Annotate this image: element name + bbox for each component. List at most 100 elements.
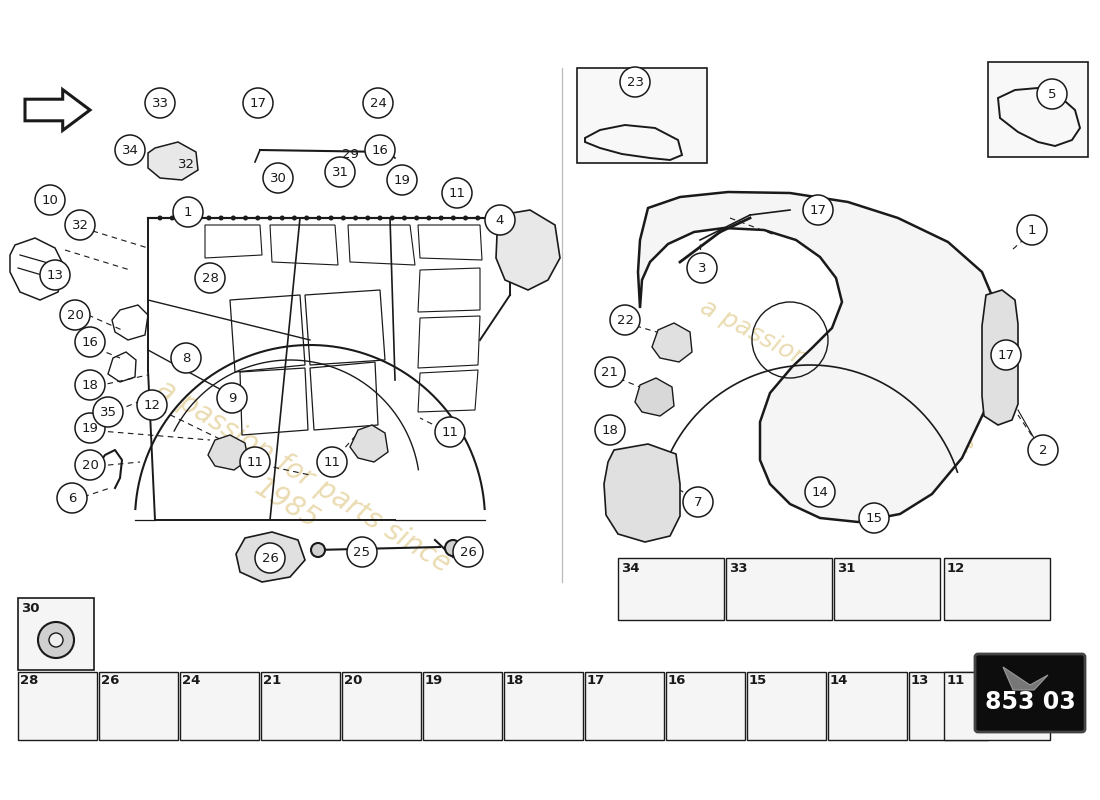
Circle shape <box>803 195 833 225</box>
Bar <box>180 672 258 740</box>
Text: 6: 6 <box>68 492 76 505</box>
Text: 15: 15 <box>866 512 882 525</box>
Text: 31: 31 <box>837 562 855 574</box>
Circle shape <box>57 483 87 513</box>
Text: 12: 12 <box>143 399 161 412</box>
Bar <box>424 672 502 740</box>
Circle shape <box>243 215 249 221</box>
Circle shape <box>75 327 104 357</box>
Text: 35: 35 <box>99 406 117 419</box>
Text: 16: 16 <box>372 144 388 157</box>
Text: 4: 4 <box>496 214 504 227</box>
Text: 25: 25 <box>353 546 371 559</box>
Circle shape <box>439 215 443 221</box>
Bar <box>18 598 94 670</box>
Bar <box>666 672 745 740</box>
Circle shape <box>311 543 324 557</box>
Circle shape <box>346 537 377 567</box>
Text: 21: 21 <box>602 366 618 379</box>
Polygon shape <box>638 192 998 522</box>
Text: 11: 11 <box>323 456 341 469</box>
Bar <box>578 68 707 163</box>
Text: 12: 12 <box>947 562 965 574</box>
Text: 17: 17 <box>587 674 605 687</box>
Circle shape <box>805 477 835 507</box>
Circle shape <box>240 447 270 477</box>
Text: 1: 1 <box>184 206 192 219</box>
Text: 5: 5 <box>1047 88 1056 101</box>
Circle shape <box>40 260 70 290</box>
Circle shape <box>487 215 493 221</box>
Text: 18: 18 <box>81 379 98 392</box>
Circle shape <box>317 215 321 221</box>
Circle shape <box>65 210 95 240</box>
Text: 11: 11 <box>449 187 465 200</box>
Circle shape <box>207 215 211 221</box>
Circle shape <box>305 215 309 221</box>
Circle shape <box>195 263 226 293</box>
Bar <box>18 672 97 740</box>
Circle shape <box>595 415 625 445</box>
Circle shape <box>39 622 74 658</box>
Circle shape <box>991 340 1021 370</box>
Text: 18: 18 <box>506 674 525 687</box>
Circle shape <box>169 215 175 221</box>
Text: 9: 9 <box>228 392 236 405</box>
Circle shape <box>683 487 713 517</box>
Text: 18: 18 <box>602 424 618 437</box>
Circle shape <box>363 88 393 118</box>
Polygon shape <box>496 210 560 290</box>
Circle shape <box>243 88 273 118</box>
Circle shape <box>446 540 461 556</box>
Circle shape <box>75 450 104 480</box>
Circle shape <box>138 390 167 420</box>
Circle shape <box>387 165 417 195</box>
Circle shape <box>255 543 285 573</box>
Circle shape <box>365 215 371 221</box>
Text: 28: 28 <box>201 272 219 285</box>
Circle shape <box>195 215 199 221</box>
Circle shape <box>620 67 650 97</box>
Circle shape <box>116 135 145 165</box>
Text: 32: 32 <box>177 158 195 170</box>
Text: 22: 22 <box>616 314 634 327</box>
Text: 16: 16 <box>81 336 98 349</box>
Text: 26: 26 <box>262 552 278 565</box>
Circle shape <box>317 447 346 477</box>
Circle shape <box>463 215 469 221</box>
Text: 11: 11 <box>246 456 264 469</box>
Text: 30: 30 <box>270 172 286 185</box>
Polygon shape <box>148 142 198 180</box>
Text: 26: 26 <box>460 546 476 559</box>
Circle shape <box>329 215 333 221</box>
Text: a passion for parts since
1985: a passion for parts since 1985 <box>134 374 455 606</box>
Text: 853 03: 853 03 <box>984 690 1076 714</box>
Text: 26: 26 <box>101 674 119 687</box>
Text: 1: 1 <box>1027 224 1036 237</box>
Polygon shape <box>208 435 248 470</box>
Circle shape <box>1018 215 1047 245</box>
Circle shape <box>279 215 285 221</box>
Text: 20: 20 <box>67 309 84 322</box>
Polygon shape <box>1003 667 1048 690</box>
Text: 2: 2 <box>1038 444 1047 457</box>
Circle shape <box>231 215 235 221</box>
Circle shape <box>263 163 293 193</box>
Bar <box>834 558 940 620</box>
Circle shape <box>292 215 297 221</box>
Text: 19: 19 <box>394 174 410 187</box>
Bar <box>747 672 826 740</box>
Circle shape <box>173 197 204 227</box>
Text: 14: 14 <box>829 674 848 687</box>
Bar <box>618 558 724 620</box>
Bar <box>504 672 583 740</box>
Text: 32: 32 <box>72 219 88 232</box>
Polygon shape <box>652 323 692 362</box>
Text: 21: 21 <box>263 674 282 687</box>
Text: 17: 17 <box>250 97 266 110</box>
Circle shape <box>60 300 90 330</box>
Circle shape <box>157 215 163 221</box>
Text: 10: 10 <box>42 194 58 207</box>
Circle shape <box>341 215 345 221</box>
Text: 34: 34 <box>620 562 639 574</box>
